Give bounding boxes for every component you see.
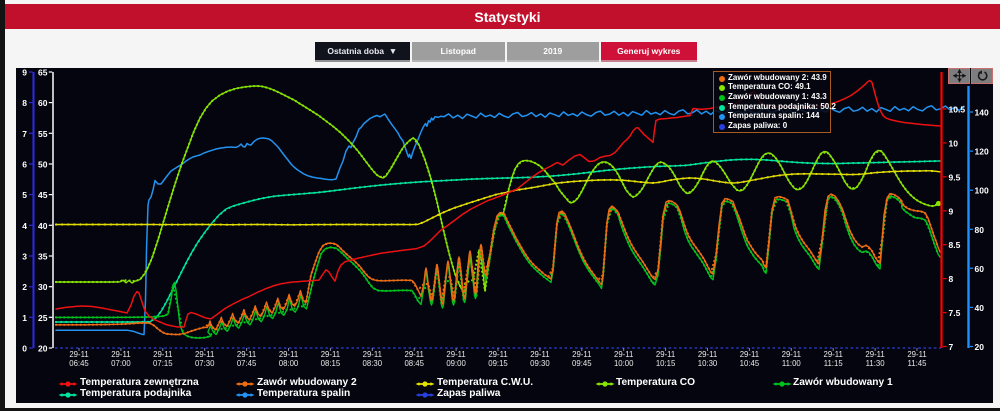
svg-text:29-11: 29-11: [865, 350, 884, 359]
svg-text:7.5: 7.5: [949, 308, 961, 318]
svg-text:29-11: 29-11: [111, 350, 130, 359]
svg-text:9.5: 9.5: [949, 172, 961, 182]
svg-text:0: 0: [22, 344, 27, 354]
svg-text:07:30: 07:30: [195, 359, 215, 368]
svg-text:29-11: 29-11: [698, 350, 717, 359]
svg-text:65: 65: [38, 68, 48, 78]
svg-text:10.5: 10.5: [949, 105, 966, 115]
svg-text:7: 7: [949, 342, 954, 352]
svg-text:8.5: 8.5: [949, 240, 961, 250]
svg-text:30: 30: [38, 282, 48, 292]
svg-text:80: 80: [975, 225, 985, 235]
svg-text:10:30: 10:30: [698, 359, 718, 368]
svg-text:45: 45: [38, 190, 48, 200]
svg-text:29-11: 29-11: [782, 350, 801, 359]
svg-text:9: 9: [22, 68, 27, 78]
svg-text:08:45: 08:45: [404, 359, 424, 368]
svg-text:120: 120: [975, 147, 989, 157]
svg-text:08:30: 08:30: [363, 359, 383, 368]
svg-text:50: 50: [38, 160, 48, 170]
svg-text:10:15: 10:15: [656, 359, 676, 368]
svg-text:55: 55: [38, 129, 48, 139]
svg-text:100: 100: [975, 186, 989, 196]
svg-text:09:15: 09:15: [488, 359, 508, 368]
svg-text:07:00: 07:00: [111, 359, 131, 368]
svg-text:08:15: 08:15: [321, 359, 341, 368]
svg-text:29-11: 29-11: [656, 350, 675, 359]
svg-text:25: 25: [38, 313, 48, 323]
svg-text:20: 20: [975, 342, 985, 352]
svg-text:35: 35: [38, 252, 48, 262]
svg-text:9: 9: [949, 206, 954, 216]
svg-text:2: 2: [22, 282, 27, 292]
svg-text:11:15: 11:15: [824, 359, 844, 368]
svg-text:11:30: 11:30: [866, 359, 886, 368]
svg-text:40: 40: [38, 221, 48, 231]
svg-text:20: 20: [38, 344, 48, 354]
svg-text:29-11: 29-11: [530, 350, 549, 359]
svg-text:7: 7: [22, 129, 27, 139]
svg-text:10:45: 10:45: [740, 359, 760, 368]
svg-text:11:45: 11:45: [908, 359, 928, 368]
svg-text:10:00: 10:00: [614, 359, 634, 368]
svg-text:06:45: 06:45: [69, 359, 89, 368]
svg-text:29-11: 29-11: [69, 350, 88, 359]
svg-text:29-11: 29-11: [614, 350, 633, 359]
svg-text:29-11: 29-11: [153, 350, 172, 359]
svg-text:29-11: 29-11: [363, 350, 382, 359]
svg-text:29-11: 29-11: [907, 350, 926, 359]
svg-text:29-11: 29-11: [824, 350, 843, 359]
svg-text:40: 40: [975, 303, 985, 313]
svg-text:29-11: 29-11: [405, 350, 424, 359]
svg-text:09:45: 09:45: [572, 359, 592, 368]
svg-text:09:00: 09:00: [446, 359, 466, 368]
svg-text:8: 8: [22, 98, 27, 108]
svg-text:10: 10: [949, 138, 959, 148]
svg-text:29-11: 29-11: [237, 350, 256, 359]
svg-text:3: 3: [22, 252, 27, 262]
svg-text:11:00: 11:00: [782, 359, 802, 368]
svg-text:4: 4: [22, 221, 27, 231]
svg-text:29-11: 29-11: [446, 350, 465, 359]
svg-text:29-11: 29-11: [488, 350, 507, 359]
svg-text:60: 60: [38, 98, 48, 108]
svg-text:07:45: 07:45: [237, 359, 257, 368]
svg-text:08:00: 08:00: [279, 359, 299, 368]
svg-text:07:15: 07:15: [153, 359, 173, 368]
svg-text:29-11: 29-11: [572, 350, 591, 359]
svg-text:140: 140: [975, 108, 989, 118]
svg-text:60: 60: [975, 264, 985, 274]
svg-text:29-11: 29-11: [740, 350, 759, 359]
svg-text:29-11: 29-11: [321, 350, 340, 359]
svg-text:1: 1: [22, 313, 27, 323]
svg-text:29-11: 29-11: [195, 350, 214, 359]
svg-text:5: 5: [22, 190, 27, 200]
svg-text:29-11: 29-11: [279, 350, 298, 359]
svg-text:6: 6: [22, 160, 27, 170]
svg-text:09:30: 09:30: [530, 359, 550, 368]
svg-text:8: 8: [949, 274, 954, 284]
